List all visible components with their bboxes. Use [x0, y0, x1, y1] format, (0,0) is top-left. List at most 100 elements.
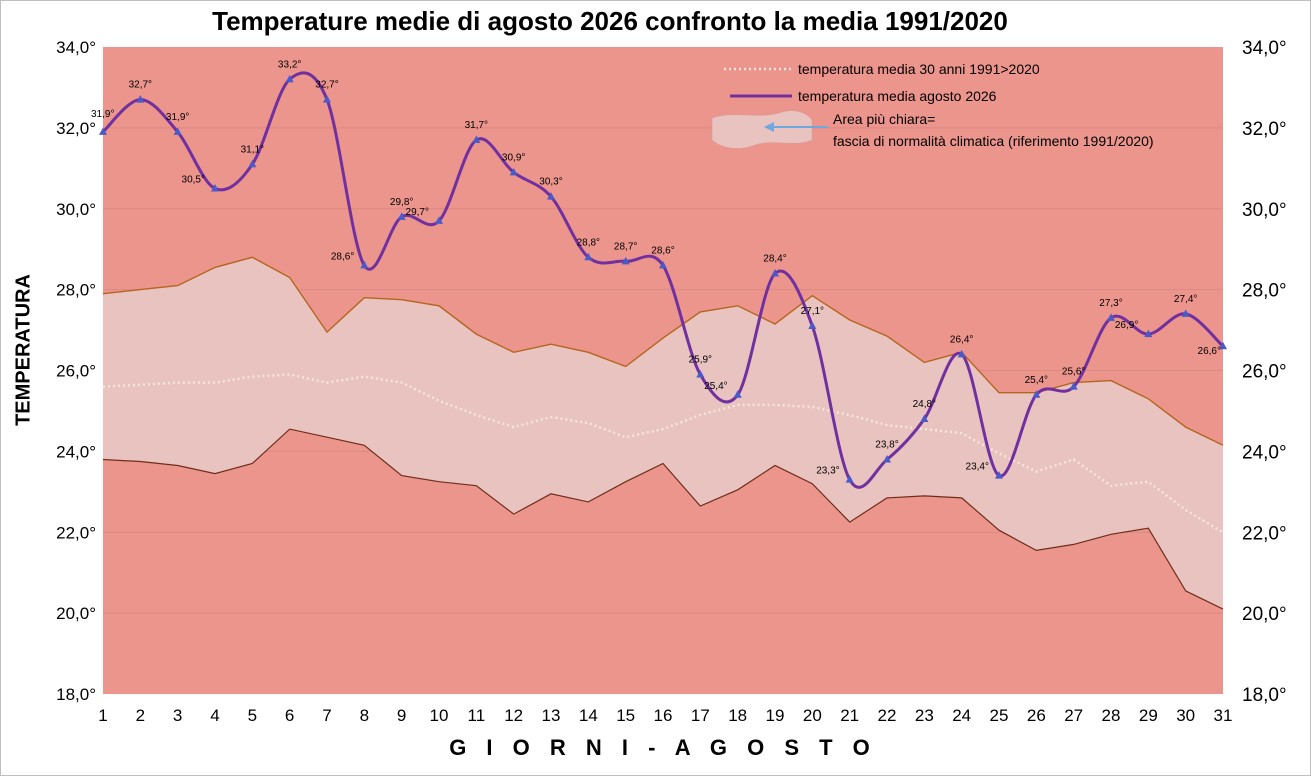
series-line-average-1991-2020	[102, 373, 1224, 534]
x-tick-label: 31	[1214, 706, 1233, 725]
data-label: 27,1°	[801, 306, 824, 317]
series-marker	[323, 95, 331, 103]
data-label: 26,4°	[950, 334, 973, 345]
chart-title: Temperature medie di agosto 2026 confron…	[212, 6, 1008, 36]
x-tick-label: 17	[691, 706, 710, 725]
series-marker	[1107, 313, 1115, 321]
series-marker	[136, 95, 145, 103]
data-label: 31,9°	[91, 109, 114, 120]
x-tick-label: 10	[430, 706, 449, 725]
x-tick-label: 2	[136, 706, 145, 725]
x-tick-label: 19	[766, 706, 785, 725]
x-tick-label: 20	[803, 706, 822, 725]
data-label: 31,7°	[465, 120, 488, 131]
y-tick-label-right: 26,0°	[1242, 362, 1287, 383]
series-marker	[173, 127, 182, 135]
series-marker	[957, 349, 966, 358]
data-label: 28,4°	[763, 253, 786, 264]
series-marker	[397, 212, 406, 220]
x-tick-label: 5	[248, 706, 257, 725]
data-label: 26,6°	[1198, 346, 1221, 357]
data-labels: 31,9° 32,7° 31,9° 30,5° 31,1° 33,2° 32,7° 28,6°…	[91, 59, 1221, 476]
x-tick-label: 13	[542, 706, 561, 725]
x-tick-label: 26	[1027, 706, 1046, 725]
y-tick-label-left: 30,0°	[56, 200, 96, 219]
y-tick-label-left: 26,0°	[56, 362, 96, 381]
y-tick-label-left: 18,0°	[56, 685, 96, 704]
series-marker	[1181, 309, 1190, 317]
series-marker	[659, 260, 667, 269]
data-label: 32,7°	[129, 80, 152, 91]
x-tick-label: 18	[728, 706, 747, 725]
series-marker	[1032, 390, 1041, 398]
y-tick-label-right: 18,0°	[1242, 685, 1287, 706]
x-tick-label: 24	[952, 706, 971, 725]
data-label: 26,9°	[1115, 320, 1138, 331]
series-marker	[771, 268, 779, 277]
series-marker	[845, 475, 854, 483]
x-tick-label: 11	[468, 706, 486, 725]
series-marker	[509, 167, 518, 176]
x-tick-label: 23	[915, 706, 934, 725]
data-label: 31,9°	[166, 112, 189, 123]
series-line-august-2026	[101, 71, 1225, 489]
data-label: 25,4°	[1025, 375, 1048, 386]
y-tick-label-left: 22,0°	[56, 523, 96, 542]
data-label: 30,3°	[539, 177, 562, 188]
data-label: 23,3°	[816, 466, 839, 477]
y-tick-label-right: 24,0°	[1242, 442, 1287, 463]
y-tick-label-left: 28,0°	[56, 281, 96, 300]
y-axis-right-ticks: 18,0° 20,0° 22,0° 24,0° 26,0° 28,0° 30,0° 32,0°…	[1242, 38, 1287, 706]
series-marker	[995, 471, 1003, 479]
x-tick-label: 7	[322, 706, 331, 725]
data-label: 25,4°	[704, 381, 727, 392]
x-tick-label: 4	[210, 706, 219, 725]
x-tick-label: 6	[285, 706, 294, 725]
legend-label-average: temperatura media 30 anni 1991>2020	[798, 61, 1040, 77]
series-marker	[211, 184, 219, 192]
y-tick-label-right: 34,0°	[1242, 38, 1287, 59]
data-label: 27,4°	[1174, 294, 1197, 305]
series-markers	[99, 74, 1227, 483]
x-tick-label: 12	[504, 706, 523, 725]
series-marker	[435, 216, 443, 224]
series-marker	[584, 252, 593, 261]
legend-band-swatch	[711, 110, 813, 149]
series-marker	[920, 414, 929, 423]
series-marker	[1069, 382, 1078, 390]
y-tick-label-right: 22,0°	[1242, 523, 1287, 544]
normal-range-lower-line	[102, 428, 1224, 610]
data-label: 32,7°	[315, 80, 338, 91]
series-marker	[360, 260, 369, 269]
data-label: 29,8°	[390, 197, 413, 208]
y-tick-label-left: 24,0°	[56, 442, 96, 461]
x-tick-label: 16	[654, 706, 673, 725]
data-label: 28,6°	[331, 251, 354, 262]
y-tick-label-right: 32,0°	[1242, 119, 1287, 140]
x-tick-label: 30	[1176, 706, 1195, 725]
data-label: 25,6°	[1062, 367, 1085, 378]
legend-note-line2: fascia di normalità climatica (riferimen…	[833, 133, 1154, 149]
legend-label-2026: temperatura media agosto 2026	[798, 88, 997, 104]
x-tick-label: 8	[360, 706, 369, 725]
series-marker	[1219, 341, 1227, 350]
data-label: 33,2°	[278, 59, 301, 70]
x-tick-label: 25	[990, 706, 1009, 725]
data-label: 30,5°	[182, 175, 205, 186]
x-tick-label: 28	[1102, 706, 1121, 725]
y-axis-left-ticks: 18,0° 20,0° 22,0° 24,0° 26,0° 28,0° 30,0° 32,0°…	[56, 38, 96, 704]
x-axis-ticks: 1 2 3 4 5 6 7 8 9 10 11 12 13 14 15 16 17 18 19 20 21 22 23 24 2…	[98, 706, 1232, 725]
x-tick-label: 9	[397, 706, 406, 725]
data-label: 30,9°	[502, 152, 525, 163]
x-tick-label: 21	[840, 706, 859, 725]
series-marker	[621, 256, 630, 265]
series-marker	[696, 370, 705, 378]
series-marker	[99, 127, 107, 135]
y-tick-label-right: 30,0°	[1242, 200, 1287, 221]
x-tick-label: 15	[616, 706, 635, 725]
series-marker	[733, 390, 742, 398]
data-label: 23,4°	[966, 462, 989, 473]
data-label: 28,6°	[651, 245, 674, 256]
legend: temperatura media 30 anni 1991>2020 temp…	[711, 61, 1154, 149]
